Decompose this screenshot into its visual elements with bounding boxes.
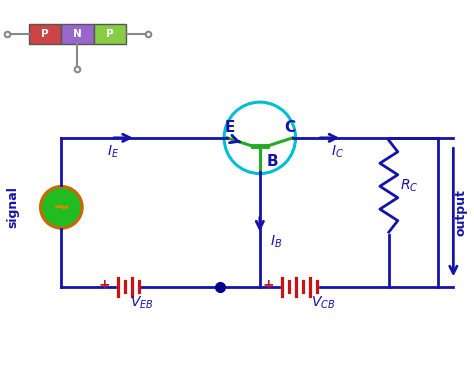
Text: +: + bbox=[99, 278, 110, 292]
Text: E: E bbox=[224, 120, 235, 135]
Text: $R_C$: $R_C$ bbox=[401, 178, 419, 195]
Text: C: C bbox=[284, 120, 296, 135]
Text: P: P bbox=[41, 28, 49, 39]
Text: $I_E$: $I_E$ bbox=[107, 143, 119, 160]
Text: signal: signal bbox=[6, 187, 19, 228]
Text: +: + bbox=[263, 278, 274, 292]
Text: B: B bbox=[266, 154, 278, 169]
FancyBboxPatch shape bbox=[61, 24, 93, 43]
Text: ~: ~ bbox=[53, 197, 70, 217]
Text: P: P bbox=[106, 28, 114, 39]
Text: N: N bbox=[73, 28, 82, 39]
FancyBboxPatch shape bbox=[93, 24, 126, 43]
Text: $I_C$: $I_C$ bbox=[331, 143, 344, 160]
Text: $I_B$: $I_B$ bbox=[270, 234, 282, 250]
FancyBboxPatch shape bbox=[29, 24, 61, 43]
Text: $V_{EB}$: $V_{EB}$ bbox=[130, 295, 154, 311]
Text: output: output bbox=[454, 189, 467, 236]
Text: $V_{CB}$: $V_{CB}$ bbox=[311, 295, 336, 311]
Circle shape bbox=[40, 187, 82, 228]
